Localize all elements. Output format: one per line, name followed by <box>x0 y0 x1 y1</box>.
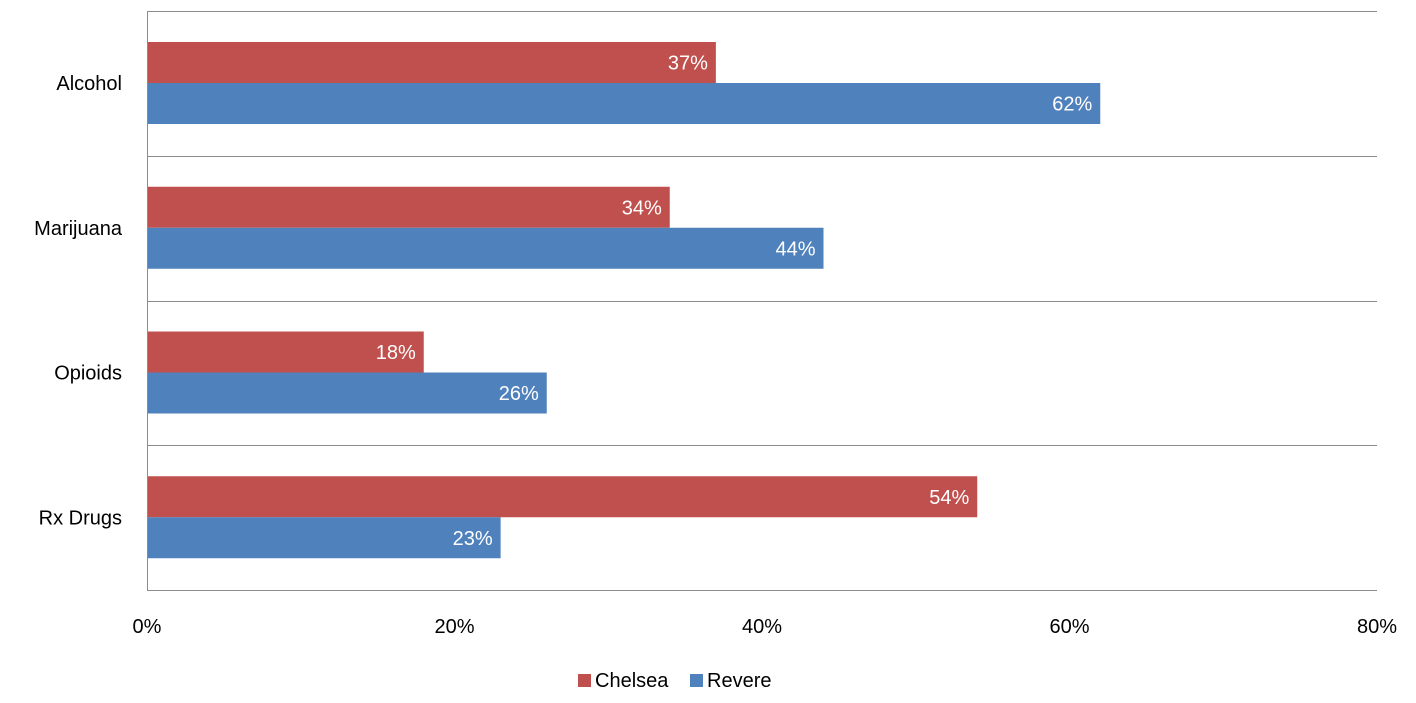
x-tick-label: 40% <box>742 616 782 638</box>
labels-layer: 37% 62% 34% 44% 18% 26% 54% 23% <box>376 53 1093 550</box>
data-label: 26% <box>499 383 539 405</box>
bar-chelsea-opioids <box>147 331 424 373</box>
category-label: Opioids <box>54 363 122 385</box>
legend-swatch-chelsea <box>578 674 591 687</box>
x-tick-label: 80% <box>1357 616 1397 638</box>
bar-chelsea-marijuana <box>147 186 670 228</box>
data-label: 62% <box>1052 94 1092 116</box>
bar-revere-rx-drugs <box>147 517 501 559</box>
data-label: 54% <box>929 487 969 509</box>
data-label: 37% <box>668 53 708 75</box>
legend-swatch-revere <box>690 674 703 687</box>
axis-layer: Alcohol Marijuana Opioids Rx Drugs 0% 20% 40% 6… <box>34 11 1397 638</box>
bars-layer <box>147 42 1101 559</box>
bar-chelsea-rx-drugs <box>147 476 978 518</box>
bar-chelsea-alcohol <box>147 42 716 83</box>
category-label: Alcohol <box>56 73 122 95</box>
category-label: Rx Drugs <box>39 507 122 529</box>
x-tick-label: 60% <box>1049 616 1089 638</box>
x-tick-label: 20% <box>434 616 474 638</box>
bar-revere-alcohol <box>147 83 1101 124</box>
category-label: Marijuana <box>34 218 123 240</box>
bar-revere-marijuana <box>147 227 824 269</box>
legend-label-revere: Revere <box>707 670 771 692</box>
data-label: 23% <box>453 528 493 550</box>
data-label: 44% <box>775 238 815 260</box>
bar-revere-opioids <box>147 372 547 414</box>
legend: Chelsea Revere <box>578 670 771 692</box>
legend-label-chelsea: Chelsea <box>595 670 669 692</box>
data-label: 18% <box>376 342 416 364</box>
data-label: 34% <box>622 197 662 219</box>
x-tick-label: 0% <box>133 616 162 638</box>
grid-layer <box>147 11 1377 446</box>
